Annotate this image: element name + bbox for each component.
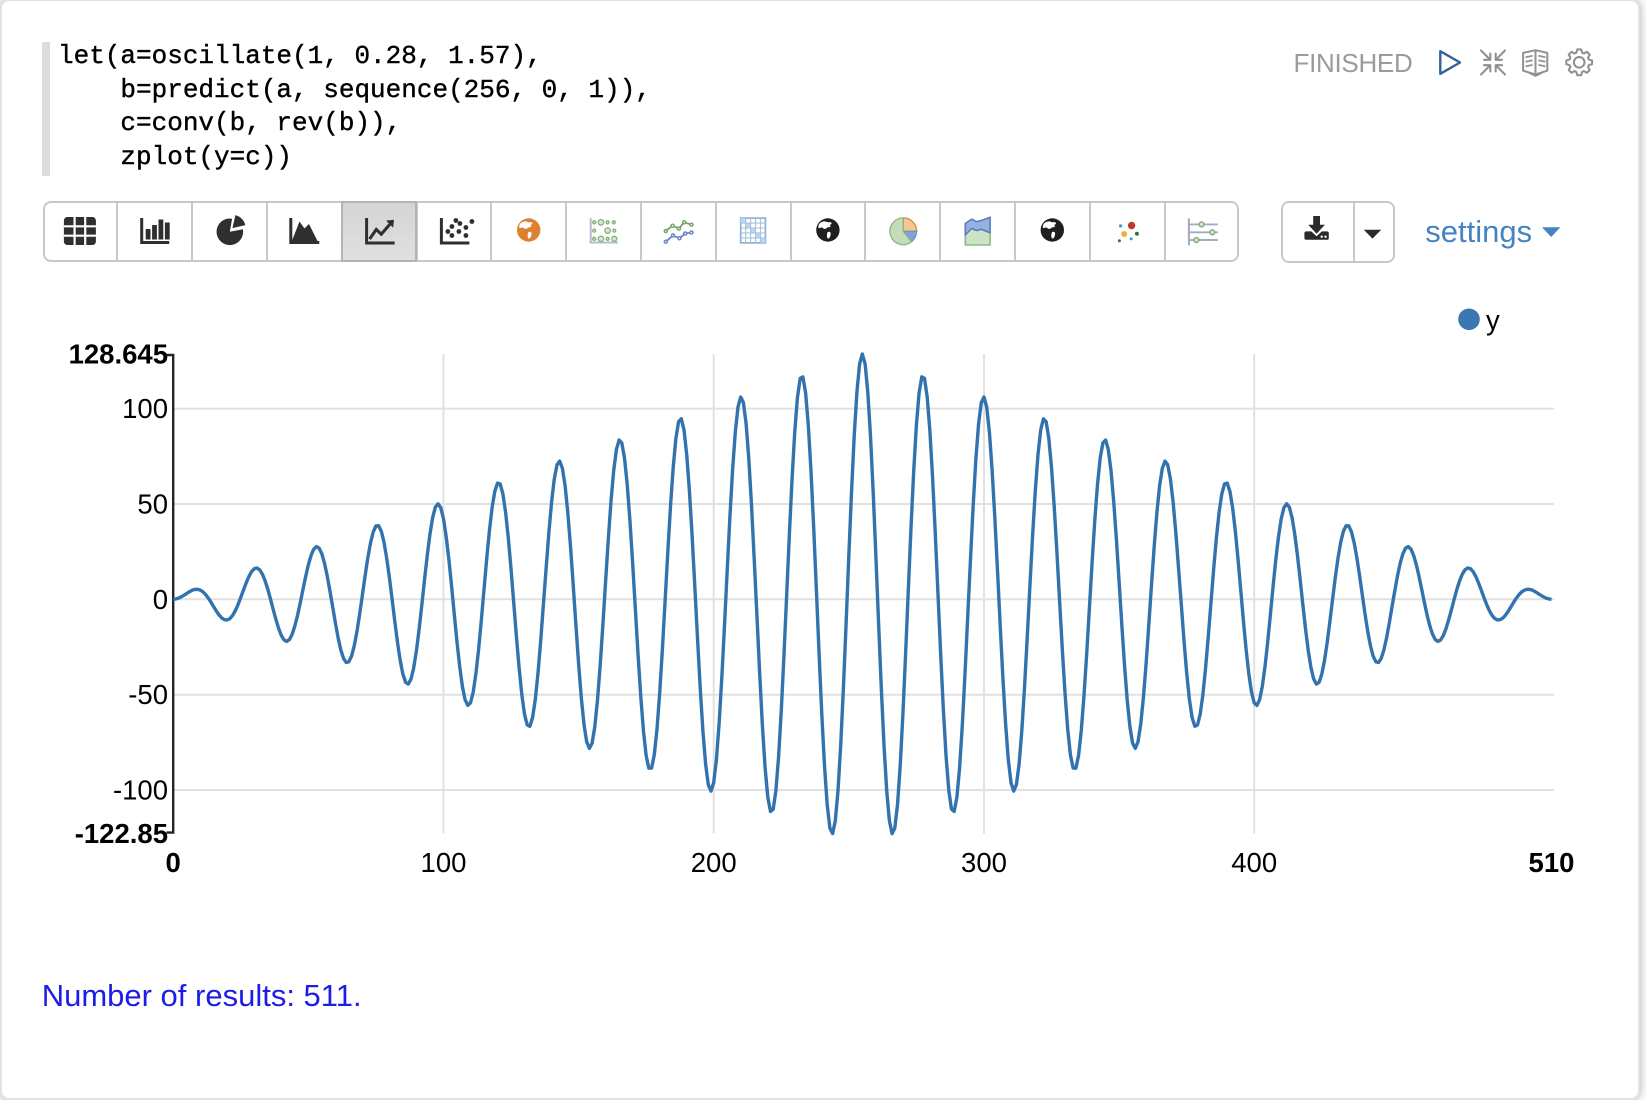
svg-text:-122.85: -122.85 bbox=[75, 818, 168, 849]
svg-text:200: 200 bbox=[691, 847, 737, 878]
svg-text:50: 50 bbox=[137, 489, 168, 520]
svg-text:0: 0 bbox=[153, 584, 168, 615]
svg-text:400: 400 bbox=[1231, 847, 1277, 878]
svg-text:510: 510 bbox=[1529, 847, 1575, 878]
svg-text:300: 300 bbox=[961, 847, 1007, 878]
svg-text:-100: -100 bbox=[113, 775, 168, 806]
svg-text:-50: -50 bbox=[128, 679, 168, 710]
svg-text:100: 100 bbox=[122, 393, 168, 424]
svg-text:100: 100 bbox=[421, 847, 467, 878]
svg-text:128.645: 128.645 bbox=[69, 339, 168, 370]
svg-text:y: y bbox=[1486, 305, 1500, 336]
svg-text:0: 0 bbox=[166, 847, 181, 878]
